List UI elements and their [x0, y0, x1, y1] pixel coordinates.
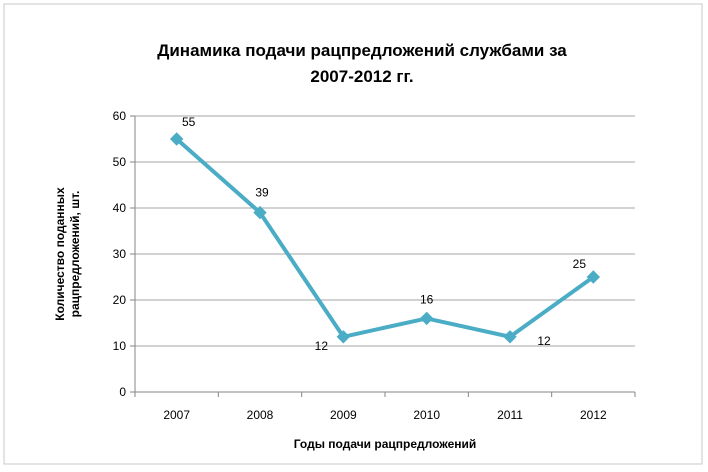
y-tick-label: 60 — [113, 109, 127, 123]
data-label: 39 — [255, 186, 269, 200]
y-tick-label: 10 — [113, 339, 127, 353]
chart-title-line-1: Динамика подачи рацпредложений службами … — [157, 41, 567, 60]
axes — [130, 115, 636, 397]
x-tick-label: 2008 — [247, 408, 274, 422]
data-point-marker — [503, 330, 517, 344]
x-tick-label: 2011 — [497, 408, 523, 422]
y-tick-label: 50 — [113, 155, 127, 169]
data-point-marker — [586, 270, 601, 284]
data-label: 12 — [537, 334, 551, 348]
data-label: 25 — [573, 257, 587, 271]
chart-title-line-2: 2007-2012 гг. — [310, 67, 413, 86]
y-axis-title-line-1: Количество поданных — [53, 187, 67, 321]
x-tick-label: 2007 — [163, 408, 190, 422]
y-tick-labels: 0 10 20 30 40 50 60 — [113, 109, 127, 399]
x-tick-label: 2012 — [580, 408, 607, 422]
series-line — [174, 137, 596, 339]
x-tick-label: 2009 — [330, 408, 357, 422]
data-label: 55 — [182, 115, 196, 129]
data-point-marker — [419, 311, 434, 326]
y-tick-label: 30 — [113, 247, 127, 261]
data-point-marker — [253, 205, 267, 220]
data-point-marker — [336, 330, 351, 344]
data-label: 16 — [420, 292, 434, 306]
y-tick-label: 0 — [119, 385, 126, 399]
x-axis-title: Годы подачи рацпредложений — [294, 437, 477, 451]
chart-frame — [3, 3, 703, 465]
data-labels: 55 39 12 16 12 25 — [182, 115, 586, 353]
data-point-marker — [169, 132, 184, 146]
y-tick-label: 20 — [113, 293, 127, 307]
y-axis-title: Количество поданных рацпредложений, шт. — [53, 187, 82, 321]
series-group — [169, 132, 601, 344]
x-tick-labels: 2007 2008 2009 2010 2011 2012 — [163, 408, 607, 422]
y-axis-title-line-2: рацпредложений, шт. — [68, 191, 82, 318]
y-tick-label: 40 — [113, 201, 127, 215]
gridlines — [135, 115, 635, 347]
data-label: 12 — [315, 339, 329, 353]
x-tick-label: 2010 — [413, 408, 440, 422]
